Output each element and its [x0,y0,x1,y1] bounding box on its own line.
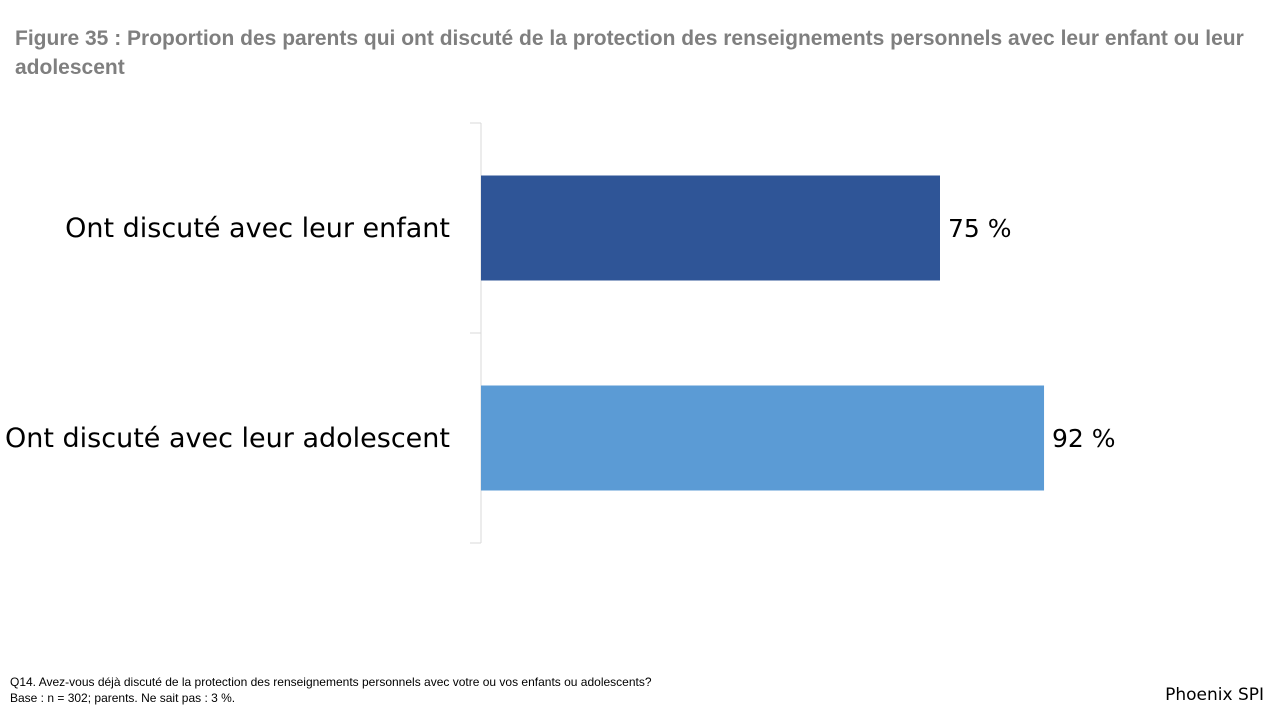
category-axis: Ont discuté avec leur enfant Ont discuté … [5,122,482,544]
data-label: 92 % [1052,424,1116,453]
brand-label: Phoenix SPI [1165,685,1264,705]
footnote-question: Q14. Avez-vous déjà discuté de la protec… [10,675,652,689]
footnote-base: Base : n = 302; parents. Ne sait pas : 3… [10,691,236,705]
footnote: Q14. Avez-vous déjà discuté de la protec… [10,674,652,706]
category-label: Ont discuté avec leur enfant [65,213,450,244]
category-label: Ont discuté avec leur adolescent [5,423,450,454]
chart-title: Figure 35 : Proportion des parents qui o… [15,27,1244,79]
data-label: 75 % [948,214,1012,243]
bar-series: 75 % 92 % [481,175,1116,491]
bar-2 [481,385,1045,491]
bar-1 [481,175,940,281]
